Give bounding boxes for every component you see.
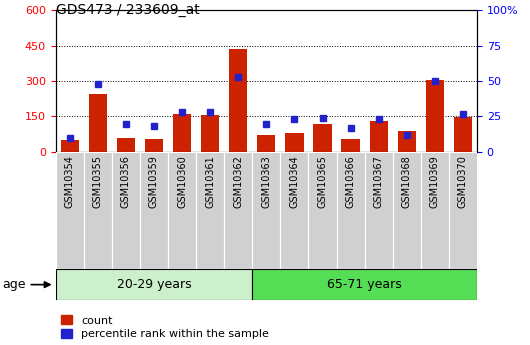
Bar [168, 152, 196, 269]
Text: GSM10364: GSM10364 [289, 155, 299, 208]
Bar [252, 269, 477, 300]
Bar [89, 94, 107, 152]
Bar [454, 117, 472, 152]
Bar [308, 152, 337, 269]
Bar [117, 138, 135, 152]
Text: GSM10354: GSM10354 [65, 155, 75, 208]
Text: GSM10366: GSM10366 [346, 155, 356, 208]
Bar [280, 152, 308, 269]
Bar [421, 152, 449, 269]
Bar [60, 140, 79, 152]
Text: age: age [3, 278, 26, 291]
Bar [140, 152, 168, 269]
Text: GSM10369: GSM10369 [430, 155, 440, 208]
Bar [224, 152, 252, 269]
Bar [84, 152, 112, 269]
Text: GSM10355: GSM10355 [93, 155, 103, 208]
Text: GSM10356: GSM10356 [121, 155, 131, 208]
Text: GDS473 / 233609_at: GDS473 / 233609_at [56, 3, 199, 18]
Text: 65-71 years: 65-71 years [327, 278, 402, 291]
Bar [398, 130, 416, 152]
Text: GSM10367: GSM10367 [374, 155, 384, 208]
Bar [201, 115, 219, 152]
Bar [252, 152, 280, 269]
Bar [173, 114, 191, 152]
Bar [365, 152, 393, 269]
Text: GSM10361: GSM10361 [205, 155, 215, 208]
Text: GSM10370: GSM10370 [458, 155, 468, 208]
Text: 20-29 years: 20-29 years [117, 278, 191, 291]
Text: GSM10360: GSM10360 [177, 155, 187, 208]
Text: GSM10368: GSM10368 [402, 155, 412, 208]
Text: GSM10365: GSM10365 [317, 155, 328, 208]
Bar [426, 80, 444, 152]
Bar [369, 121, 388, 152]
Text: GSM10362: GSM10362 [233, 155, 243, 208]
Bar [341, 139, 360, 152]
Bar [257, 135, 276, 152]
Bar [393, 152, 421, 269]
Bar [56, 152, 84, 269]
Bar [229, 49, 248, 152]
Bar [449, 152, 477, 269]
Bar [56, 269, 252, 300]
Bar [337, 152, 365, 269]
Legend: count, percentile rank within the sample: count, percentile rank within the sample [61, 315, 269, 339]
Text: GSM10359: GSM10359 [149, 155, 159, 208]
Bar [112, 152, 140, 269]
Bar [145, 139, 163, 152]
Text: GSM10363: GSM10363 [261, 155, 271, 208]
Bar [285, 133, 304, 152]
Bar [313, 124, 332, 152]
Bar [196, 152, 224, 269]
